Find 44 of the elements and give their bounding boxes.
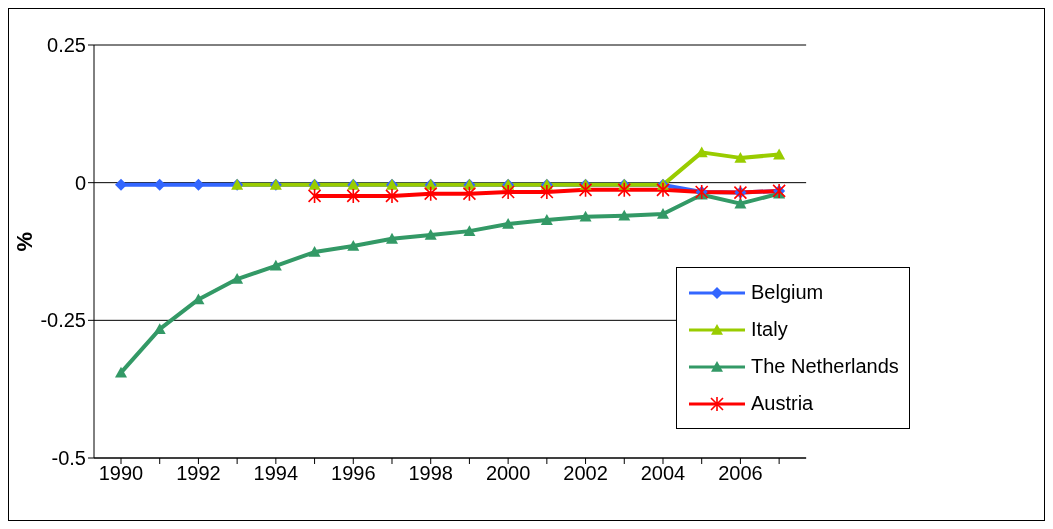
x-tick-label: 2006 — [718, 462, 763, 485]
point — [115, 178, 127, 191]
y-tick-label: -0.25 — [40, 309, 86, 332]
point — [618, 209, 631, 221]
point — [231, 273, 244, 284]
point — [540, 184, 554, 200]
x-tick-label: 2004 — [640, 462, 686, 485]
y-tick-label: 0 — [74, 171, 86, 194]
point — [462, 185, 477, 202]
point — [617, 182, 632, 198]
point — [424, 228, 437, 240]
point — [773, 148, 786, 160]
x-tick-label: 2000 — [485, 462, 531, 485]
y-tick-label: 0.25 — [47, 34, 86, 57]
point — [463, 225, 476, 236]
point — [656, 208, 669, 219]
legend-label: Austria — [751, 392, 814, 415]
point — [269, 259, 282, 271]
point — [347, 239, 360, 251]
y-tick-label: -0.5 — [51, 447, 86, 470]
x-tick-label: 1992 — [176, 462, 221, 485]
x-tick-label: 1996 — [331, 462, 376, 485]
x-tick-label: 1994 — [253, 462, 299, 485]
point — [346, 188, 361, 204]
point — [656, 182, 670, 198]
point — [578, 182, 593, 198]
legend-label: Belgium — [751, 281, 824, 304]
point — [385, 232, 398, 244]
point — [502, 217, 515, 229]
legend-label: Italy — [751, 318, 788, 341]
y-axis-title: % — [11, 231, 37, 252]
point — [540, 214, 553, 225]
point — [153, 323, 166, 334]
point — [385, 188, 399, 204]
point — [307, 188, 322, 204]
legend-label: The Netherlands — [751, 355, 899, 378]
point — [734, 151, 747, 163]
point — [579, 210, 592, 222]
x-tick-label: 2002 — [563, 462, 608, 485]
point — [308, 246, 321, 257]
x-tick-label: 1998 — [408, 462, 453, 485]
x-tick-label: 1990 — [98, 462, 144, 485]
point — [501, 184, 515, 200]
point — [423, 185, 438, 202]
